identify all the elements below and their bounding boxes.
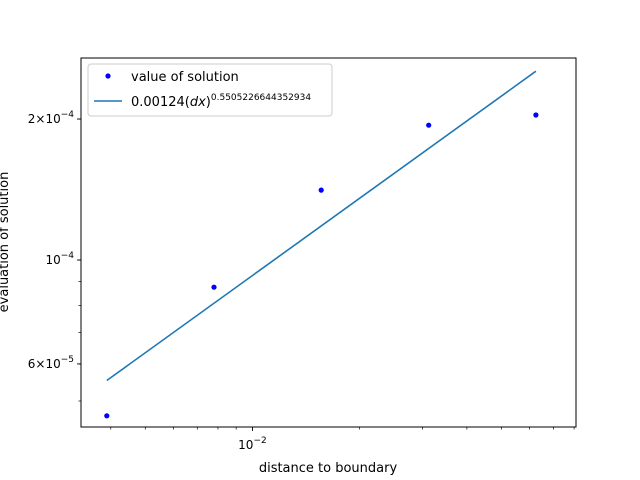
legend-label-scatter: value of solution <box>131 70 239 85</box>
data-point <box>318 187 324 193</box>
x-tick-label: 10−2 <box>238 436 267 452</box>
y-tick-label: 6×10−5 <box>28 355 74 371</box>
legend-marker-scatter <box>105 73 111 79</box>
x-axis-label: distance to boundary <box>259 461 398 476</box>
fit-line-series <box>106 70 537 382</box>
y-tick-label: 2×10−4 <box>28 110 75 126</box>
legend-box <box>87 63 333 117</box>
data-point <box>211 284 217 290</box>
y-axis-label: evaluation of solution <box>0 172 12 313</box>
scatter-series <box>104 112 539 419</box>
data-point <box>426 122 432 128</box>
legend-label-fit: 0.00124(dx)0.5505226644352934 <box>131 93 311 110</box>
data-point <box>104 413 110 419</box>
y-tick-label: 10−4 <box>45 251 74 267</box>
plot-area <box>81 58 576 427</box>
fit-line <box>106 70 537 382</box>
axes-background <box>81 58 576 427</box>
axes-frame <box>80 57 577 428</box>
legend: value of solution 0.00124(dx)0.550522664… <box>87 63 333 117</box>
data-point <box>533 112 539 118</box>
major-ticks: 10−2 2×10−4 10−4 6×10−5 <box>28 110 267 452</box>
